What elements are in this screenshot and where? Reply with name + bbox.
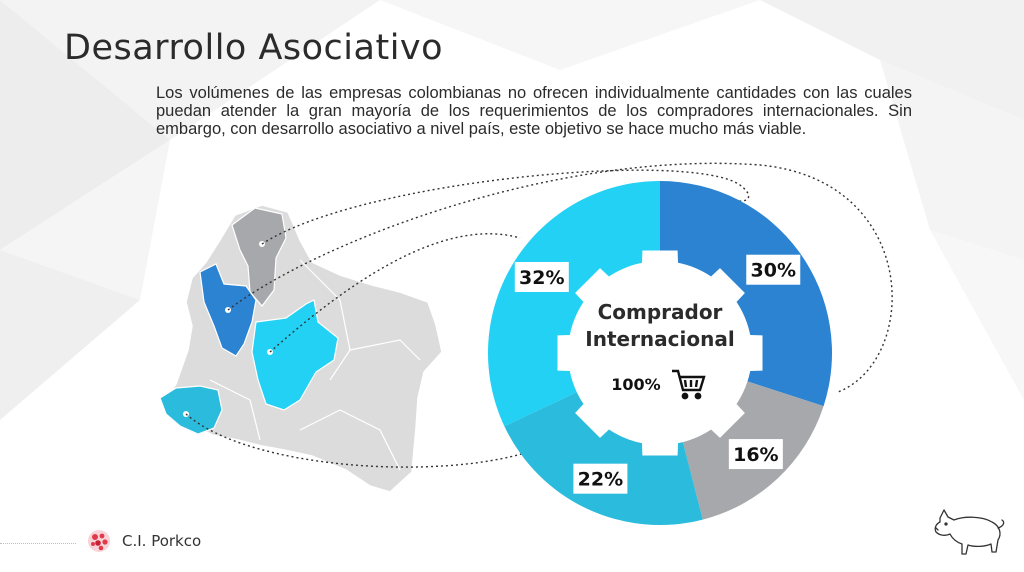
connector-lines <box>185 162 893 468</box>
donut-slice <box>487 181 660 427</box>
brand-name: C.I. Porkco <box>122 532 202 550</box>
slice-label: 30% <box>751 260 796 282</box>
map-region-border <box>349 339 421 361</box>
center-percent: 100% <box>611 375 660 394</box>
map-region-teal <box>159 385 223 435</box>
slice-label-box <box>728 439 783 470</box>
slice-label-box <box>573 463 628 494</box>
map-region-cyan <box>251 299 339 411</box>
center-title-line2: Internacional <box>585 327 734 351</box>
center-title-line1: Comprador <box>598 300 723 324</box>
map-region-border <box>299 409 401 471</box>
map-region-gray <box>231 207 287 307</box>
footer-dotted-line <box>0 543 76 544</box>
connector-teal <box>185 413 529 468</box>
shopping-cart-icon <box>672 369 706 400</box>
pig-outline-icon <box>934 509 1005 555</box>
porkco-logo-icon <box>88 530 110 552</box>
slice-label-box <box>514 261 569 292</box>
brand-footer: C.I. Porkco <box>86 528 201 554</box>
slice-label: 22% <box>578 469 623 491</box>
map-region-border <box>299 259 351 381</box>
donut-slice <box>660 181 832 407</box>
connector-gray <box>261 169 750 245</box>
donut-chart: 30% 16% 22% 32% <box>487 181 832 525</box>
gear-shape <box>557 250 763 456</box>
colombia-map <box>159 204 443 493</box>
donut-slice <box>504 392 703 525</box>
page-title: Desarrollo Asociativo <box>64 28 444 68</box>
intro-paragraph: Los volúmenes de las empresas colombiana… <box>156 84 912 138</box>
slice-label-box <box>746 254 801 285</box>
connector-cyan <box>269 233 521 353</box>
slice-label: 32% <box>519 267 564 289</box>
map-region-border <box>209 379 261 441</box>
slice-label: 16% <box>733 444 778 466</box>
